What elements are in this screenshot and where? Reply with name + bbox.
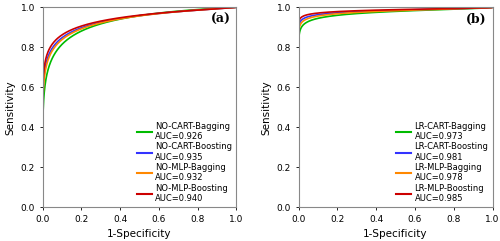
Text: (a): (a) (210, 13, 231, 26)
X-axis label: 1-Specificity: 1-Specificity (107, 229, 172, 240)
Legend: NO-CART-Bagging
AUC=0.926, NO-CART-Boosting
AUC=0.935, NO-MLP-Bagging
AUC=0.932,: NO-CART-Bagging AUC=0.926, NO-CART-Boost… (136, 120, 234, 205)
Text: (b): (b) (466, 13, 486, 26)
Legend: LR-CART-Bagging
AUC=0.973, LR-CART-Boosting
AUC=0.981, LR-MLP-Bagging
AUC=0.978,: LR-CART-Bagging AUC=0.973, LR-CART-Boost… (394, 120, 490, 205)
Y-axis label: Sensitivity: Sensitivity (5, 80, 15, 134)
X-axis label: 1-Specificity: 1-Specificity (364, 229, 428, 240)
Y-axis label: Sensitivity: Sensitivity (261, 80, 271, 134)
